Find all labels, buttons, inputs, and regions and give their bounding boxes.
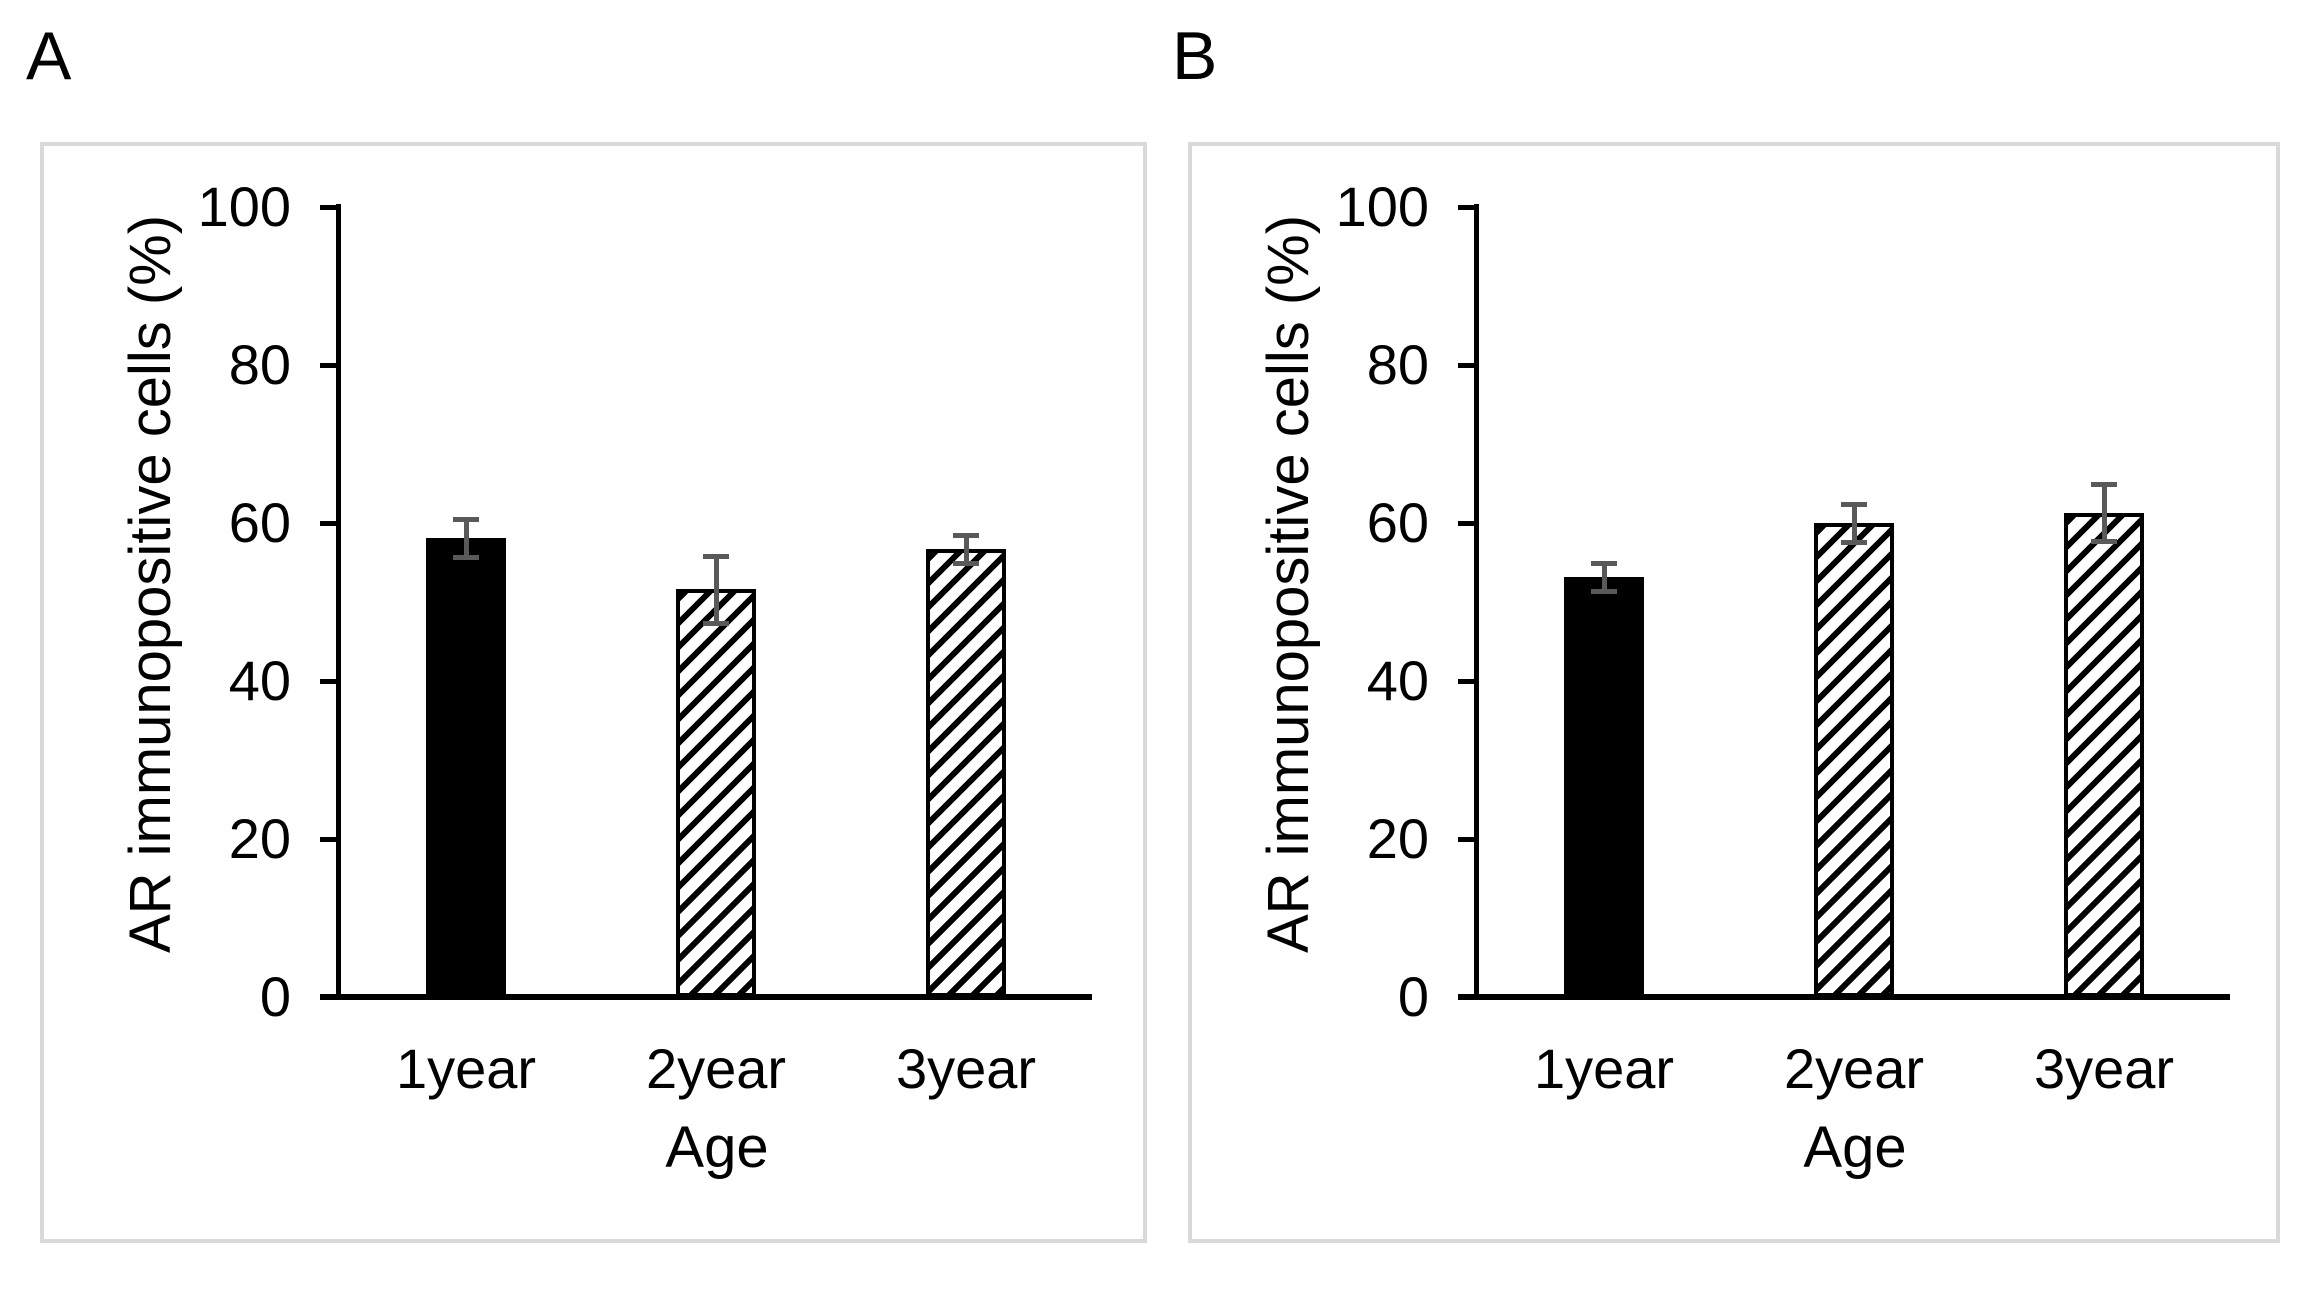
bar-2year <box>1814 523 1894 997</box>
y-tick-label: 100 <box>1335 175 1429 238</box>
bar-2year <box>676 589 756 997</box>
y-axis-title: AR immunopositive cells (%) <box>118 214 183 954</box>
error-bar-cap-bottom <box>2091 539 2117 544</box>
error-bar-cap-top <box>1841 502 1867 507</box>
y-tick-label: 40 <box>228 649 291 712</box>
error-bar-cap-top <box>453 517 479 522</box>
x-category-label: 1year <box>1533 1037 1675 1100</box>
x-category-label: 1year <box>395 1037 537 1100</box>
x-category-label: 3year <box>2033 1037 2175 1100</box>
error-bar-cap-bottom <box>953 561 979 566</box>
y-tick <box>1458 995 1474 1000</box>
error-bar-cap-bottom <box>703 621 729 626</box>
y-tick <box>320 837 336 842</box>
y-axis-title: AR immunopositive cells (%) <box>1256 214 1321 954</box>
y-tick <box>1458 363 1474 368</box>
error-bar-cap-top <box>953 533 979 538</box>
bar-1year <box>1564 577 1644 997</box>
panel-b-label: B <box>1172 18 1218 94</box>
error-bar-cap-bottom <box>1841 540 1867 545</box>
x-axis-line <box>320 994 1092 1000</box>
y-tick-label: 20 <box>1366 807 1429 870</box>
y-tick-label: 20 <box>228 807 291 870</box>
x-category-label: 2year <box>645 1037 787 1100</box>
y-tick <box>1458 837 1474 842</box>
y-tick <box>320 679 336 684</box>
y-tick <box>320 521 336 526</box>
y-tick-label: 100 <box>197 175 291 238</box>
y-axis-line <box>336 204 341 1000</box>
panel-b-chart-frame: 0 20 40 60 80 100 1year 2year 3year Age AR immunop… <box>1188 142 2280 1243</box>
x-axis-title: Age <box>665 1115 769 1180</box>
y-tick-label: 60 <box>228 491 291 554</box>
y-tick <box>320 995 336 1000</box>
x-category-label: 2year <box>1783 1037 1925 1100</box>
x-category-label: 3year <box>895 1037 1037 1100</box>
panel-a-label: A <box>26 18 72 94</box>
error-bar-cap-top <box>703 554 729 559</box>
y-tick-label: 40 <box>1366 649 1429 712</box>
error-bar-cap-bottom <box>453 555 479 560</box>
error-bar-line <box>1602 563 1607 591</box>
error-bar-cap-bottom <box>1591 589 1617 594</box>
y-tick <box>1458 679 1474 684</box>
error-bar-line <box>1852 504 1857 542</box>
y-tick <box>1458 521 1474 526</box>
y-tick <box>320 363 336 368</box>
bar-1year <box>426 538 506 997</box>
error-bar-line <box>714 556 719 622</box>
x-axis-title: Age <box>1803 1115 1907 1180</box>
error-bar-cap-top <box>2091 482 2117 487</box>
y-axis-line <box>1474 204 1479 1000</box>
error-bar-line <box>964 535 969 563</box>
y-tick-label: 0 <box>259 965 291 1028</box>
y-tick-label: 80 <box>228 333 291 396</box>
bar-3year <box>2064 513 2144 997</box>
y-tick <box>1458 205 1474 210</box>
y-tick <box>320 205 336 210</box>
error-bar-line <box>464 519 469 557</box>
y-tick-label: 80 <box>1366 333 1429 396</box>
panel-a-chart-frame: 0 20 40 60 80 100 1year 2year 3year Age AR immunop… <box>40 142 1147 1243</box>
y-tick-label: 0 <box>1397 965 1429 1028</box>
y-tick-label: 60 <box>1366 491 1429 554</box>
bar-3year <box>926 549 1006 997</box>
x-axis-line <box>1458 994 2230 1000</box>
error-bar-line <box>2102 484 2107 541</box>
error-bar-cap-top <box>1591 561 1617 566</box>
